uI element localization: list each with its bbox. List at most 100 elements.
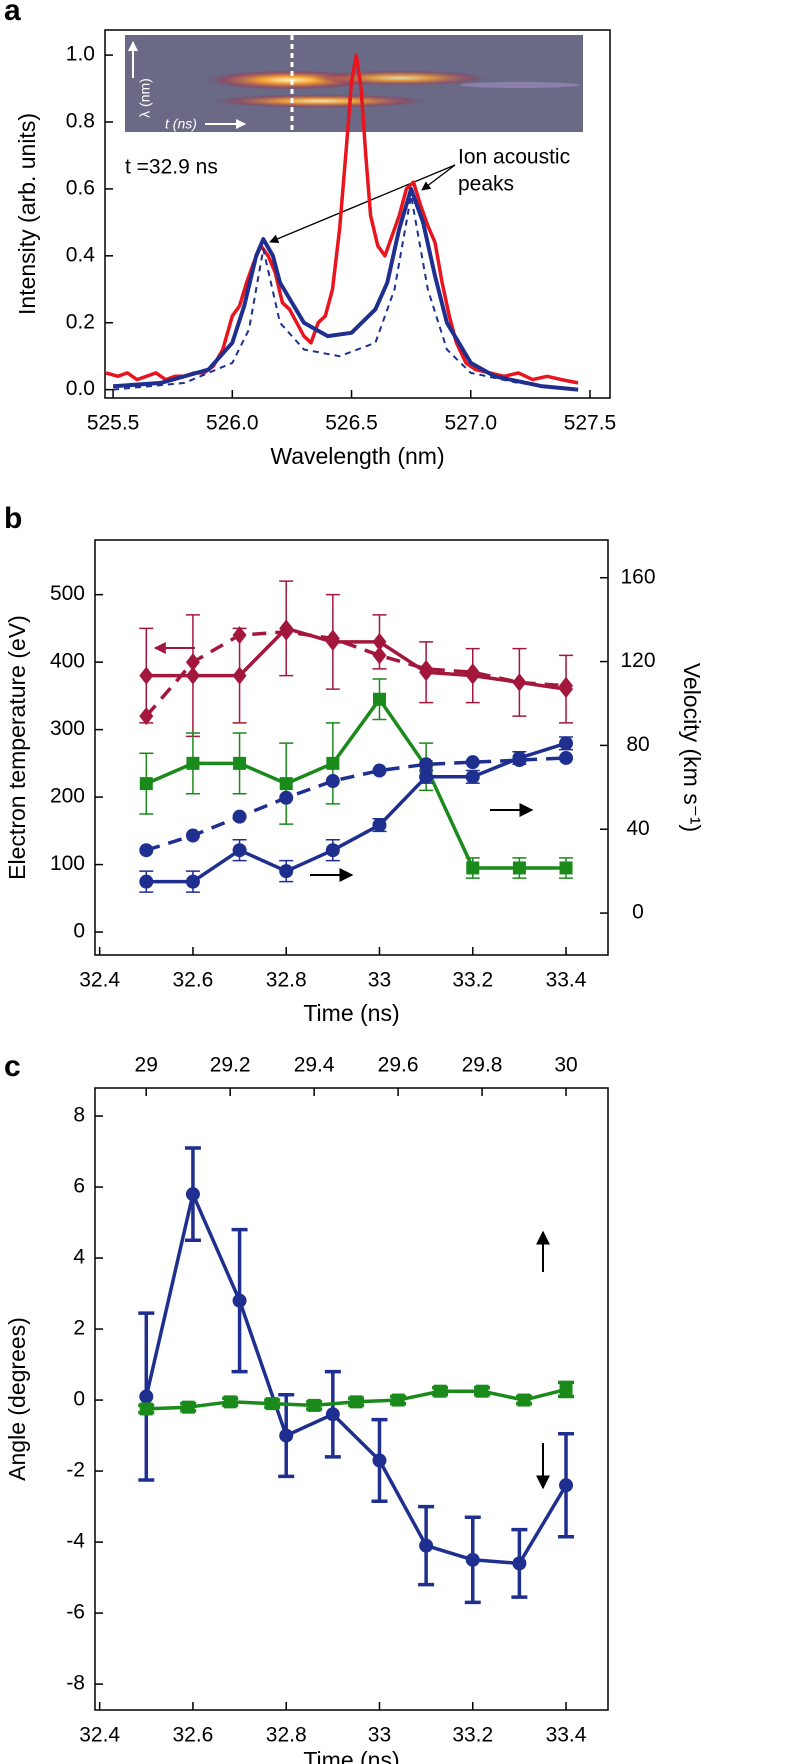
data-point <box>325 774 340 789</box>
data-line <box>145 697 566 870</box>
plot-frame <box>104 29 611 399</box>
data-point <box>512 861 526 875</box>
data-line <box>113 194 579 391</box>
y-axis-title: Intensity (arb. units) <box>14 113 40 315</box>
data-point <box>419 1538 434 1553</box>
y-tick-label: 2 <box>73 1317 85 1340</box>
data-point <box>465 769 480 784</box>
x-tick-label: 33.4 <box>546 1724 587 1747</box>
data-point <box>232 809 247 824</box>
x-axis-title: Time (ns) <box>303 1747 399 1764</box>
data-point <box>512 1556 527 1571</box>
data-point <box>185 666 200 685</box>
data-point <box>465 755 480 770</box>
x-tick-label: 33.2 <box>452 969 493 992</box>
annotation: peaks <box>458 173 514 196</box>
panel-label: a <box>4 0 21 27</box>
data-point <box>465 1552 480 1567</box>
data-line <box>144 1192 568 1566</box>
y2-tick-label: 160 <box>620 565 655 588</box>
y2-axis-title: Velocity (km s⁻¹) <box>679 663 705 832</box>
data-point <box>139 1389 154 1404</box>
data-point <box>325 843 340 858</box>
data-point <box>185 653 200 672</box>
data-point <box>326 756 340 770</box>
y-tick-label: -6 <box>66 1601 85 1624</box>
data-point <box>559 1478 574 1493</box>
data-point <box>517 1393 531 1407</box>
annotation: t =32.9 ns <box>125 156 218 179</box>
data-point <box>232 1293 247 1308</box>
data-point <box>372 646 387 665</box>
y-axis-title: Electron temperature (eV) <box>4 615 30 880</box>
data-line <box>144 630 567 718</box>
y2-tick-label: 80 <box>626 733 649 756</box>
y-tick-label: 0.0 <box>66 377 95 400</box>
x-tick-label: 33.2 <box>452 1724 493 1747</box>
x-tick-label: 32.6 <box>172 969 213 992</box>
data-point <box>279 864 294 879</box>
data-point <box>372 632 387 651</box>
inset-label: t (ns) <box>165 116 197 132</box>
data-point <box>139 777 153 791</box>
y-tick-label: 0 <box>73 920 85 943</box>
data-line <box>112 186 579 392</box>
x2-tick-label: 29.8 <box>462 1054 503 1077</box>
y-tick-label: 8 <box>73 1104 85 1127</box>
data-point <box>325 629 340 648</box>
data-line <box>146 741 567 884</box>
y2-tick-label: 120 <box>620 649 655 672</box>
data-point <box>559 676 574 695</box>
data-point <box>232 843 247 858</box>
x-tick-label: 33 <box>368 1724 391 1747</box>
x-tick-label: 32.4 <box>79 969 120 992</box>
data-point <box>559 750 574 765</box>
x2-tick-label: 29.6 <box>378 1054 419 1077</box>
data-point <box>181 1400 195 1414</box>
data-point <box>279 777 293 791</box>
x-tick-label: 32.8 <box>266 969 307 992</box>
y-axis-title: Angle (degrees) <box>4 1317 30 1481</box>
x-tick-label: 527.0 <box>444 412 497 435</box>
data-point <box>186 756 200 770</box>
y-tick-label: 0.4 <box>66 243 96 266</box>
y-tick-label: 100 <box>50 852 85 875</box>
x2-tick-label: 29 <box>135 1054 158 1077</box>
data-point <box>139 1402 153 1416</box>
data-line <box>146 626 567 691</box>
inset-label: λ (nm) <box>137 78 153 118</box>
x-tick-label: 526.5 <box>325 412 378 435</box>
data-point <box>307 1398 321 1412</box>
y-tick-label: 4 <box>73 1246 85 1269</box>
data-point <box>223 1395 237 1409</box>
x-axis-title: Wavelength (nm) <box>270 443 444 469</box>
x2-tick-label: 29.2 <box>210 1054 251 1077</box>
data-point <box>139 707 154 726</box>
x-tick-label: 32.6 <box>172 1724 213 1747</box>
y-tick-label: 300 <box>50 717 85 740</box>
y-tick-label: 0 <box>73 1388 85 1411</box>
y-tick-label: 200 <box>50 785 85 808</box>
x-tick-label: 33 <box>368 969 391 992</box>
x-tick-label: 526.0 <box>206 412 259 435</box>
data-point <box>139 843 154 858</box>
x-tick-label: 525.5 <box>87 412 140 435</box>
y-tick-label: 0.6 <box>66 176 95 199</box>
data-point <box>185 1187 200 1202</box>
x-tick-label: 527.5 <box>564 412 617 435</box>
data-point <box>391 1393 405 1407</box>
data-point <box>466 861 480 875</box>
x-tick-label: 32.4 <box>79 1724 120 1747</box>
data-point <box>465 663 480 682</box>
y-tick-label: -8 <box>66 1672 85 1695</box>
data-point <box>372 692 386 706</box>
panel-label: c <box>4 1050 21 1083</box>
plot-frame <box>94 1087 609 1711</box>
plot-frame <box>94 539 609 956</box>
data-point <box>419 659 434 678</box>
data-point <box>185 828 200 843</box>
axis-arrows <box>153 642 550 1490</box>
data-point <box>372 818 387 833</box>
data-point <box>185 874 200 889</box>
